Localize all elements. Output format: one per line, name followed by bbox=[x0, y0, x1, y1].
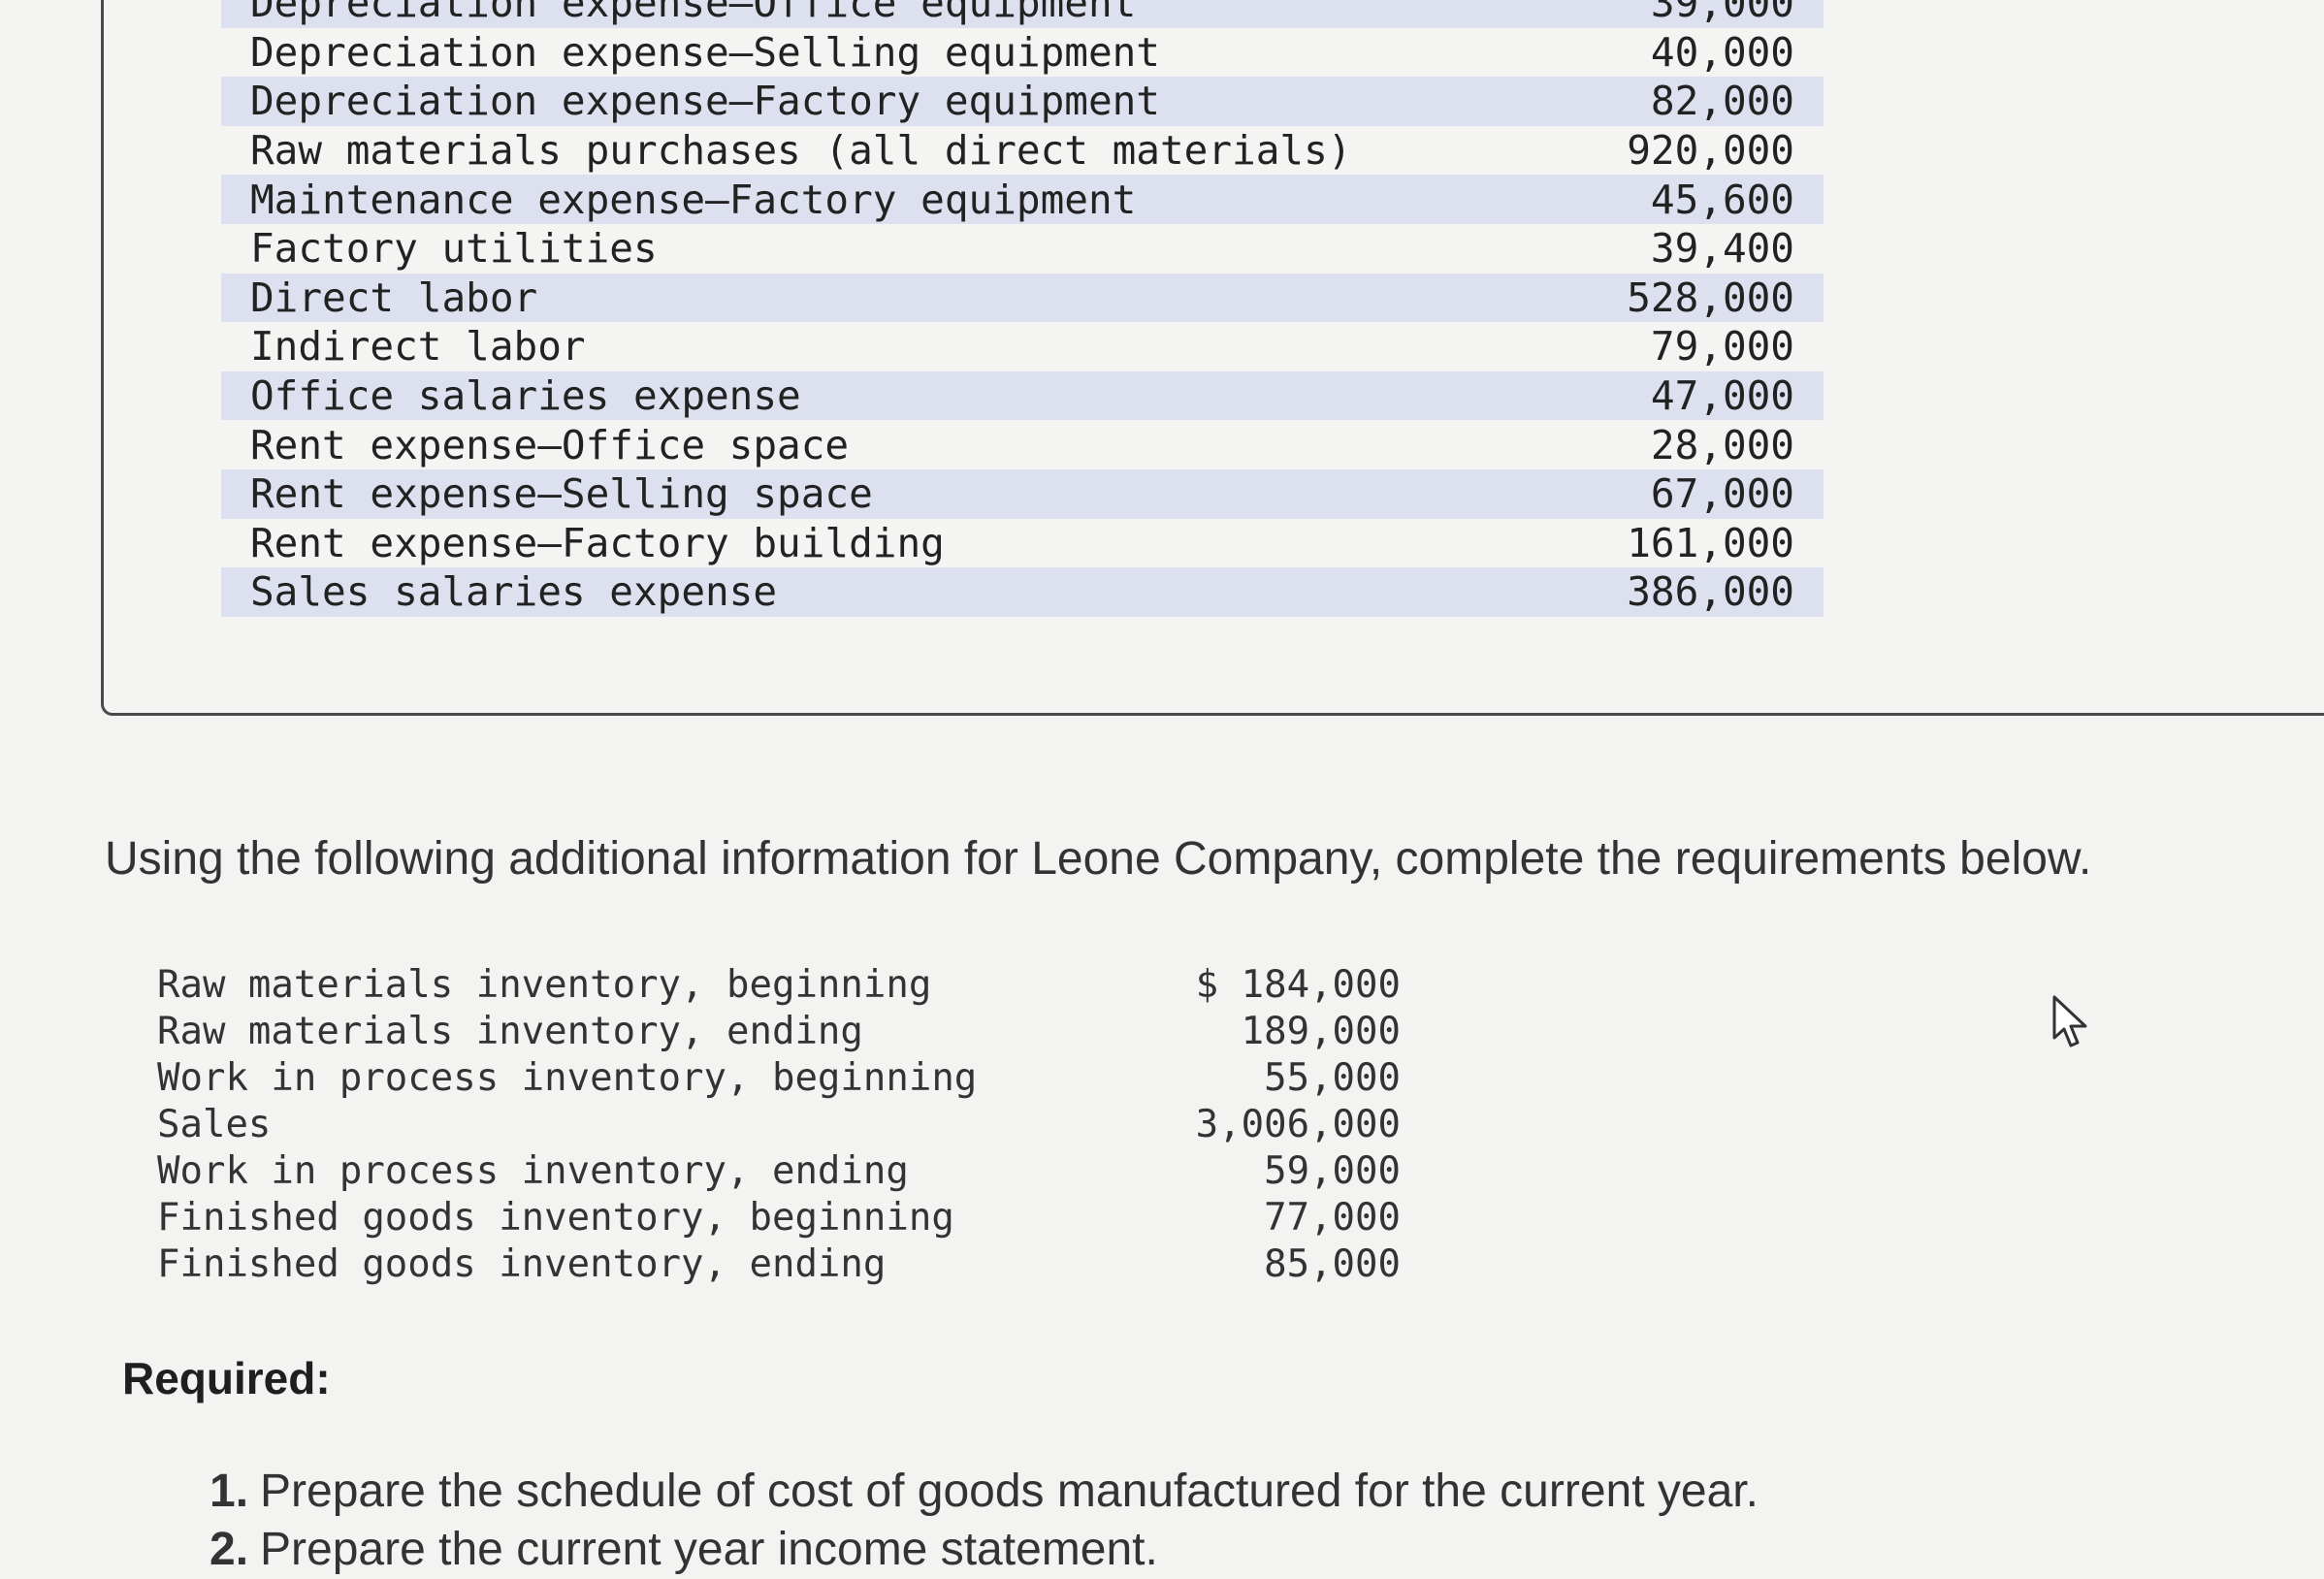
table-row: Rent expense—Factory building 161,000 bbox=[221, 519, 1824, 568]
requirement-text: Prepare the schedule of cost of goods ma… bbox=[260, 1466, 1759, 1517]
ledger-amount: 28,000 bbox=[1650, 421, 1794, 468]
ledger-label: Depreciation expense—Selling equipment bbox=[250, 28, 1160, 76]
table-row: Finished goods inventory, beginning 77,0… bbox=[157, 1195, 1401, 1241]
ledger-amount: 79,000 bbox=[1650, 323, 1794, 371]
info-amount: 77,000 bbox=[1264, 1196, 1401, 1240]
ledger-label: Maintenance expense—Factory equipment bbox=[221, 175, 1563, 224]
ledger-label: Office salaries expense bbox=[221, 371, 1563, 421]
ledger-amount: 920,000 bbox=[1627, 127, 1794, 175]
info-amount: 189,000 bbox=[1241, 1010, 1401, 1053]
table-row: Depreciation expense—Factory equipment 8… bbox=[221, 77, 1824, 126]
table-row: Factory utilities 39,400 bbox=[221, 224, 1824, 274]
table-row: Sales salaries expense 386,000 bbox=[221, 567, 1824, 617]
table-row: Sales 3,006,000 bbox=[157, 1102, 1401, 1148]
table-row: Indirect labor 79,000 bbox=[221, 322, 1824, 371]
ledger-label: Rent expense—Office space bbox=[250, 421, 850, 468]
ledger-amount: 67,000 bbox=[1562, 468, 1824, 519]
requirement-number: 2. bbox=[210, 1524, 249, 1575]
ledger-amount: 39,400 bbox=[1650, 225, 1794, 273]
info-label: Finished goods inventory, beginning bbox=[157, 1196, 954, 1240]
info-amount: 59,000 bbox=[1264, 1149, 1401, 1193]
requirements-list: 1. Prepare the schedule of cost of goods … bbox=[210, 1463, 1759, 1579]
ledger-amount: 386,000 bbox=[1562, 567, 1824, 617]
ledger-amount: 47,000 bbox=[1562, 371, 1824, 421]
info-amount: 85,000 bbox=[1264, 1242, 1401, 1286]
ledger-label: Rent expense—Factory building bbox=[250, 519, 945, 566]
ledger-label: Direct labor bbox=[221, 273, 1563, 323]
table-row: Work in process inventory, beginning 55,… bbox=[157, 1055, 1401, 1102]
info-amount: $ 184,000 bbox=[1195, 963, 1401, 1007]
list-item: 2. Prepare the current year income statem… bbox=[210, 1521, 1759, 1579]
info-label: Work in process inventory, ending bbox=[157, 1149, 909, 1193]
intro-text: Using the following additional informati… bbox=[105, 833, 2092, 885]
table-row: Depreciation expense—Selling equipment 4… bbox=[221, 28, 1824, 78]
requirement-number: 1. bbox=[210, 1466, 249, 1517]
table-row: Rent expense—Selling space 67,000 bbox=[221, 468, 1824, 519]
mouse-pointer-icon bbox=[2052, 995, 2087, 1047]
table-row: Depreciation expense—Office equipment 39… bbox=[221, 0, 1824, 28]
ledger-label: Depreciation expense—Office equipment bbox=[221, 0, 1563, 28]
table-row: Raw materials purchases (all direct mate… bbox=[221, 126, 1824, 176]
ledger-label: Raw materials purchases (all direct mate… bbox=[250, 127, 1352, 175]
info-label: Raw materials inventory, beginning bbox=[157, 963, 932, 1007]
info-label: Work in process inventory, beginning bbox=[157, 1056, 978, 1100]
ledger-label: Rent expense—Selling space bbox=[221, 468, 1563, 519]
ledger-amount: 39,000 bbox=[1562, 0, 1824, 28]
table-row: Finished goods inventory, ending 85,000 bbox=[157, 1241, 1401, 1288]
info-label: Finished goods inventory, ending bbox=[157, 1242, 887, 1286]
table-row: Raw materials inventory, ending 189,000 bbox=[157, 1009, 1401, 1055]
table-row: Rent expense—Office space 28,000 bbox=[221, 420, 1824, 469]
ledger-label: Indirect labor bbox=[250, 323, 586, 371]
info-amount: 55,000 bbox=[1264, 1056, 1401, 1100]
ledger-label: Depreciation expense—Factory equipment bbox=[221, 77, 1563, 126]
table-row: Direct labor 528,000 bbox=[221, 273, 1824, 323]
ledger-label: Factory utilities bbox=[250, 225, 658, 273]
ledger-amount: 40,000 bbox=[1650, 28, 1794, 76]
additional-info-table: Raw materials inventory, beginning $ 184… bbox=[157, 962, 1401, 1288]
info-label: Sales bbox=[157, 1103, 272, 1146]
info-label: Raw materials inventory, ending bbox=[157, 1010, 863, 1053]
required-heading: Required: bbox=[122, 1353, 331, 1403]
ledger-amount: 528,000 bbox=[1562, 273, 1824, 323]
ledger-label: Sales salaries expense bbox=[221, 567, 1563, 617]
table-row: Raw materials inventory, beginning $ 184… bbox=[157, 962, 1401, 1009]
info-amount: 3,006,000 bbox=[1195, 1103, 1401, 1146]
list-item: 1. Prepare the schedule of cost of goods … bbox=[210, 1463, 1759, 1521]
requirement-text: Prepare the current year income statemen… bbox=[260, 1524, 1158, 1575]
ledger-amount: 161,000 bbox=[1627, 519, 1794, 566]
table-row: Maintenance expense—Factory equipment 45… bbox=[221, 175, 1824, 224]
table-row: Office salaries expense 47,000 bbox=[221, 371, 1824, 421]
table-row: Work in process inventory, ending 59,000 bbox=[157, 1148, 1401, 1195]
ledger-table: Depreciation expense—Office equipment 39… bbox=[221, 0, 1824, 617]
ledger-amount: 82,000 bbox=[1562, 77, 1824, 126]
ledger-amount: 45,600 bbox=[1562, 175, 1824, 224]
